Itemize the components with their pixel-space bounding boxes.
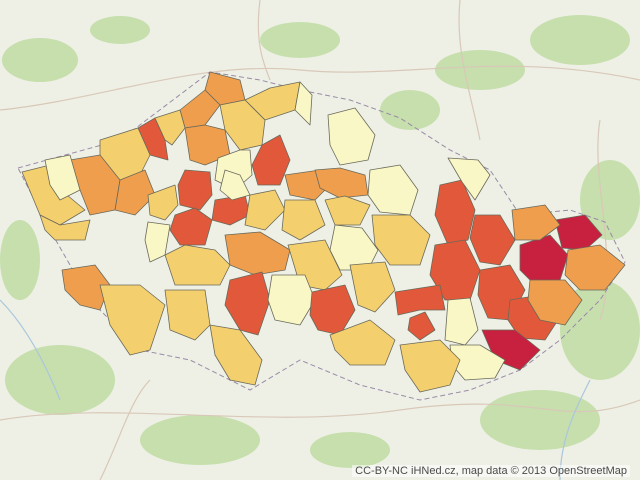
district[interactable] xyxy=(444,297,479,346)
district[interactable] xyxy=(244,189,286,231)
district[interactable] xyxy=(154,109,186,146)
district[interactable] xyxy=(399,339,461,393)
district[interactable] xyxy=(224,271,271,336)
district[interactable] xyxy=(144,221,171,263)
district[interactable] xyxy=(61,264,111,311)
district[interactable] xyxy=(251,134,291,186)
district[interactable] xyxy=(394,284,446,316)
district[interactable] xyxy=(329,319,396,366)
district[interactable] xyxy=(267,274,316,326)
district[interactable] xyxy=(99,284,166,356)
district[interactable] xyxy=(324,195,371,226)
district[interactable] xyxy=(39,214,91,241)
forest-areas xyxy=(0,15,640,468)
district-layer[interactable] xyxy=(21,71,626,393)
district[interactable] xyxy=(209,324,263,386)
district[interactable] xyxy=(164,289,211,341)
district[interactable] xyxy=(164,244,231,286)
map-attribution: CC-BY-NC iHNed.cz, map data © 2013 OpenS… xyxy=(352,465,630,477)
district[interactable] xyxy=(327,107,376,166)
district[interactable] xyxy=(169,207,213,246)
district[interactable] xyxy=(349,261,396,313)
district[interactable] xyxy=(407,311,436,341)
district[interactable] xyxy=(114,169,156,216)
district[interactable] xyxy=(554,214,603,251)
district[interactable] xyxy=(511,204,561,241)
district[interactable] xyxy=(177,169,213,211)
country-border xyxy=(17,71,626,401)
district[interactable] xyxy=(44,154,81,201)
district[interactable] xyxy=(527,279,583,326)
district[interactable] xyxy=(147,184,179,221)
district[interactable] xyxy=(294,81,313,126)
district[interactable] xyxy=(281,199,326,241)
district[interactable] xyxy=(371,214,431,266)
district[interactable] xyxy=(219,169,251,201)
district[interactable] xyxy=(564,244,626,291)
district[interactable] xyxy=(469,214,516,266)
district[interactable] xyxy=(447,157,491,201)
